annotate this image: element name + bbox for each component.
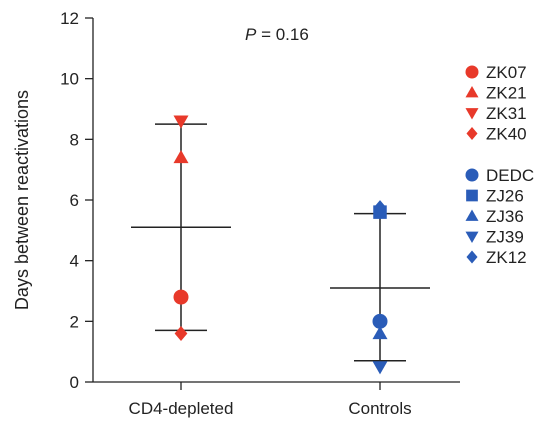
legend-label-zj26: ZJ26 xyxy=(486,187,524,206)
x-tick-label: Controls xyxy=(348,399,411,418)
p-value-symbol: P xyxy=(245,25,257,44)
point-dedc xyxy=(372,313,388,329)
y-tick-label: 10 xyxy=(60,70,79,89)
legend-marker-zk07 xyxy=(465,65,479,79)
point-zj36 xyxy=(372,325,388,340)
legend-marker-zk40 xyxy=(466,127,478,140)
legend-label-dedc: DEDC xyxy=(486,166,534,185)
legend-marker-zk31 xyxy=(465,108,479,120)
point-zk12 xyxy=(373,200,387,216)
legend-label-zk07: ZK07 xyxy=(486,63,527,82)
legend-label-zk40: ZK40 xyxy=(486,125,527,144)
point-zk31 xyxy=(173,115,189,129)
x-tick-label: CD4-depleted xyxy=(129,399,234,418)
point-zk21 xyxy=(173,150,189,164)
legend-marker-zj36 xyxy=(465,209,479,221)
point-zj39 xyxy=(372,361,388,375)
y-tick-label: 4 xyxy=(70,252,79,271)
y-tick-label: 6 xyxy=(70,191,79,210)
legend-label-zk31: ZK31 xyxy=(486,104,527,123)
legend-marker-zj26 xyxy=(466,189,478,202)
legend-marker-zj39 xyxy=(465,231,479,243)
p-value-annotation: P = 0.16 xyxy=(245,25,309,44)
axes xyxy=(92,18,460,383)
p-value-text: = 0.16 xyxy=(256,25,308,44)
legend-marker-zk12 xyxy=(466,250,478,264)
point-zk40 xyxy=(174,325,188,341)
legend-label-zj39: ZJ39 xyxy=(486,228,524,247)
y-tick-label: 8 xyxy=(70,130,79,149)
y-tick-label: 2 xyxy=(70,312,79,331)
legend-label-zk21: ZK21 xyxy=(486,84,527,103)
legend-marker-dedc xyxy=(465,168,479,182)
legend-label-zj36: ZJ36 xyxy=(486,207,524,226)
y-ticks: 0 2 4 6 8 10 12 xyxy=(60,9,93,392)
legend-marker-zk21 xyxy=(465,86,479,98)
legend-label-zk12: ZK12 xyxy=(486,248,527,267)
y-tick-label: 12 xyxy=(60,9,79,28)
x-ticks: CD4-depleted Controls xyxy=(129,382,412,418)
point-zk07 xyxy=(173,289,189,305)
y-axis-label: Days between reactivations xyxy=(12,90,32,310)
y-tick-label: 0 xyxy=(70,373,79,392)
data-points xyxy=(173,115,388,375)
